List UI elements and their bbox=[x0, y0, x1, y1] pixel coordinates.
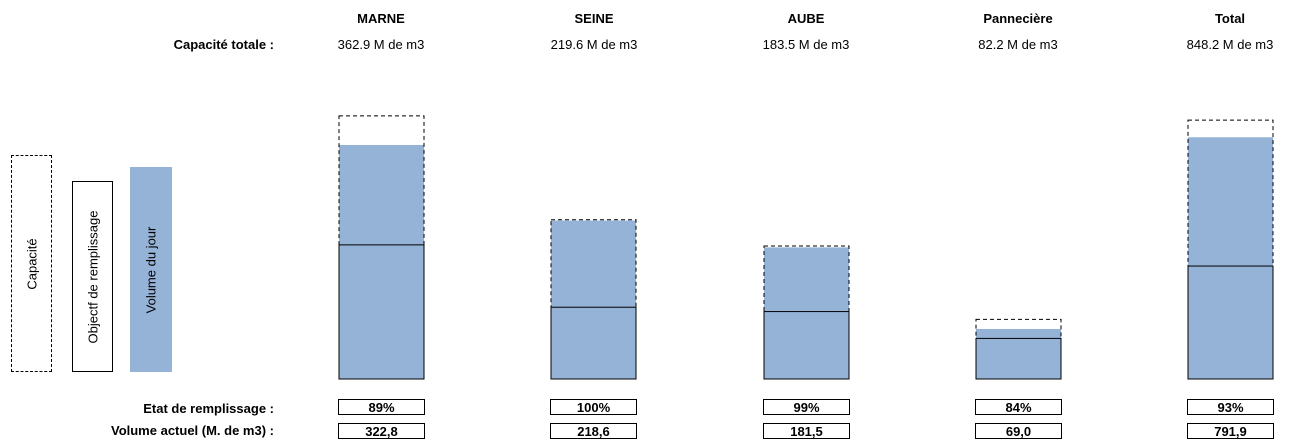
fill-value-marne: 89% bbox=[338, 399, 425, 415]
column-name-panneciere: Pannecière bbox=[983, 11, 1053, 26]
column-name-seine: SEINE bbox=[574, 11, 614, 26]
target-outline-panneciere bbox=[975, 337, 1062, 380]
column-capacity-panneciere: 82.2 M de m3 bbox=[978, 37, 1058, 52]
legend-current: Volume du jour bbox=[130, 167, 172, 372]
legend-target: Objectf de remplissage bbox=[72, 181, 113, 372]
current-volume-bar-seine bbox=[551, 220, 636, 379]
target-outline-marne bbox=[338, 244, 425, 380]
legend-capacity-label: Capacité bbox=[24, 237, 39, 290]
capacity-row-label: Capacité totale : bbox=[173, 37, 274, 52]
current-volume-bar-aube bbox=[764, 247, 849, 379]
volume-value-panneciere: 69,0 bbox=[975, 423, 1062, 439]
column-capacity-aube: 183.5 M de m3 bbox=[762, 37, 850, 52]
fill-value-panneciere: 84% bbox=[975, 399, 1062, 415]
target-outline-total bbox=[1187, 265, 1274, 380]
volume-row-label: Volume actuel (M. de m3) : bbox=[110, 423, 274, 438]
column-name-marne: MARNE bbox=[357, 11, 405, 26]
capacity-outline-aube bbox=[763, 245, 850, 380]
current-volume-bar-total bbox=[1188, 137, 1273, 379]
target-outline-aube bbox=[763, 311, 850, 380]
capacity-outline-marne bbox=[338, 115, 425, 380]
capacity-outline-seine bbox=[550, 219, 637, 380]
fill-value-aube: 99% bbox=[763, 399, 850, 415]
column-capacity-marne: 362.9 M de m3 bbox=[337, 37, 425, 52]
capacity-outline-panneciere bbox=[975, 318, 1062, 380]
legend-capacity: Capacité bbox=[11, 155, 52, 372]
fill-row-label: Etat de remplissage : bbox=[143, 401, 274, 416]
fill-value-seine: 100% bbox=[550, 399, 637, 415]
fill-value-total: 93% bbox=[1187, 399, 1274, 415]
volume-value-total: 791,9 bbox=[1187, 423, 1274, 439]
column-name-total: Total bbox=[1214, 11, 1246, 26]
column-name-aube: AUBE bbox=[787, 11, 825, 26]
current-volume-bar-marne bbox=[339, 144, 424, 379]
volume-value-marne: 322,8 bbox=[338, 423, 425, 439]
legend-current-label: Volume du jour bbox=[143, 226, 159, 313]
volume-value-seine: 218,6 bbox=[550, 423, 637, 439]
current-volume-bar-panneciere bbox=[976, 328, 1061, 379]
legend-target-label: Objectf de remplissage bbox=[85, 210, 100, 343]
column-capacity-seine: 219.6 M de m3 bbox=[550, 37, 638, 52]
target-outline-seine bbox=[550, 306, 637, 380]
column-capacity-total: 848.2 M de m3 bbox=[1186, 37, 1274, 52]
volume-value-aube: 181,5 bbox=[763, 423, 850, 439]
capacity-outline-total bbox=[1187, 119, 1274, 380]
